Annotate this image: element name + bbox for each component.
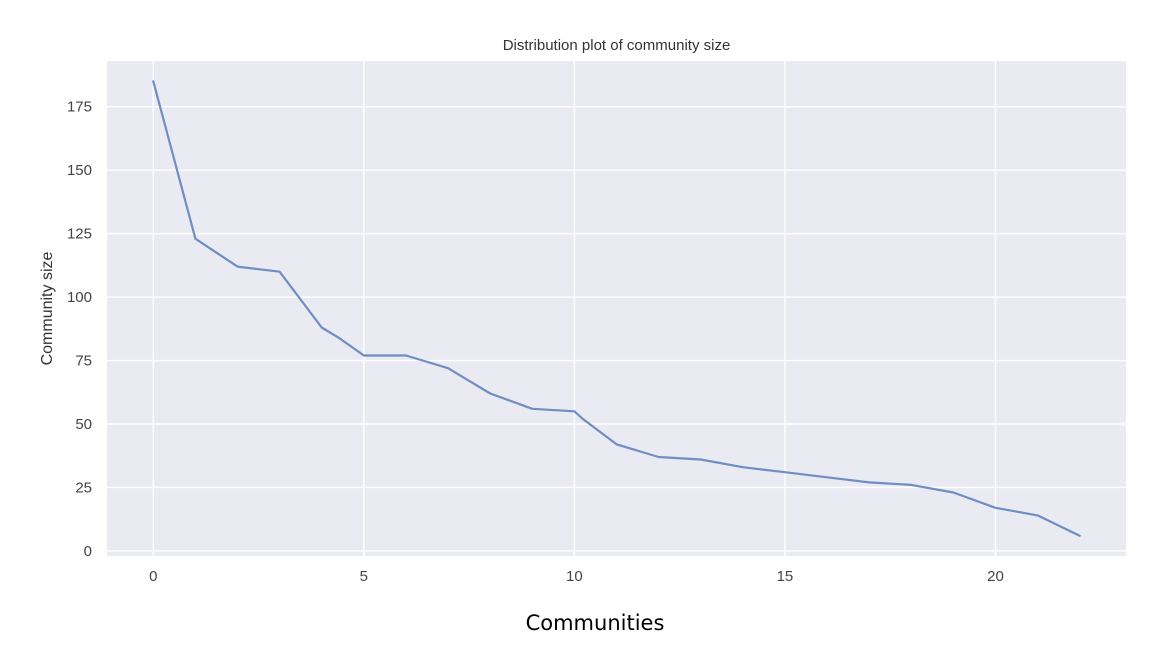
plot-area — [107, 61, 1126, 556]
x-tick-label: 20 — [987, 568, 1004, 585]
x-axis-title: Communities — [526, 611, 665, 635]
series-layer — [152, 80, 1081, 537]
y-tick-label: 25 — [75, 479, 92, 496]
x-tick-label: 0 — [149, 568, 157, 585]
y-tick-label: 75 — [75, 353, 92, 370]
y-axis-title: Community size — [39, 252, 56, 366]
series-line — [152, 80, 1081, 537]
y-tick-label: 150 — [67, 162, 92, 179]
y-tick-label: 100 — [67, 289, 92, 306]
y-tick-label: 0 — [84, 543, 92, 560]
chart-title: Distribution plot of community size — [503, 37, 731, 54]
x-tick-label: 15 — [777, 568, 794, 585]
y-tick-label: 50 — [75, 416, 92, 433]
x-tick-label: 10 — [566, 568, 583, 585]
y-axis-ticks: 0 25 50 75 100 125 150 175 — [67, 99, 92, 560]
x-axis-ticks: 0 5 10 15 20 — [149, 568, 1004, 585]
grid — [107, 61, 1126, 556]
x-tick-label: 5 — [360, 568, 368, 585]
y-tick-label: 175 — [67, 99, 92, 116]
y-tick-label: 125 — [67, 226, 92, 243]
